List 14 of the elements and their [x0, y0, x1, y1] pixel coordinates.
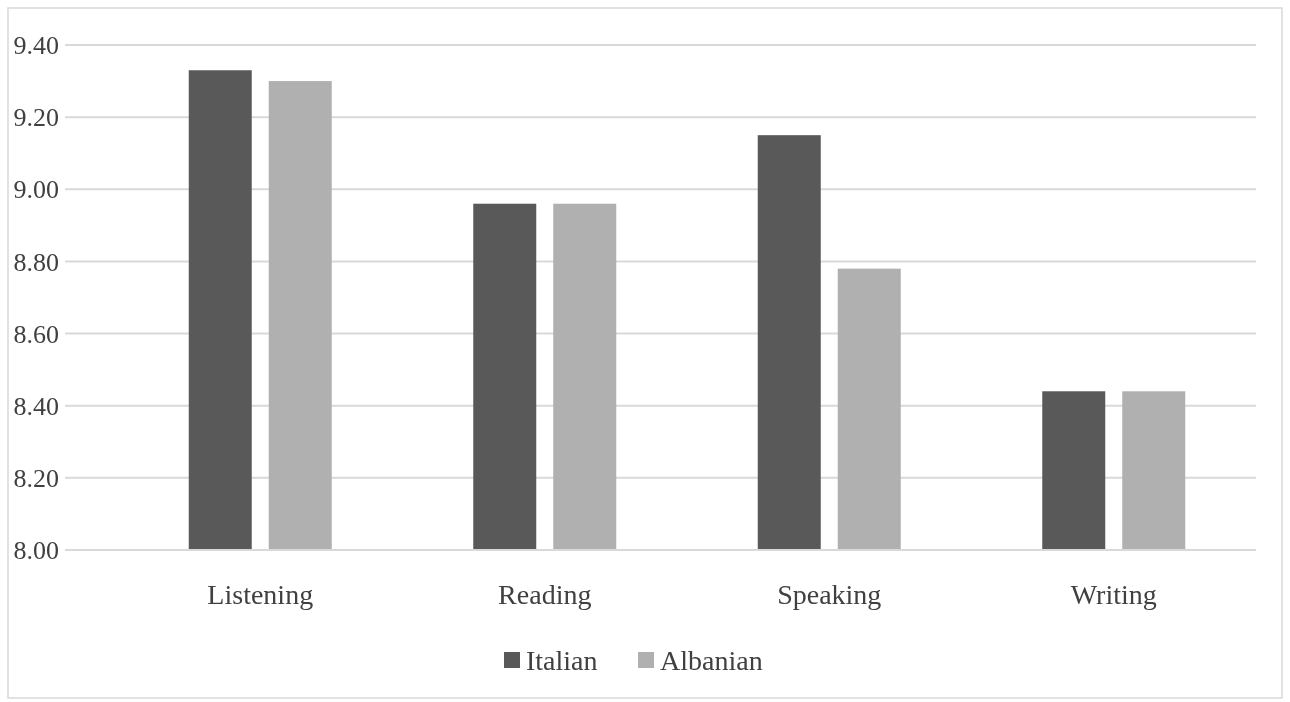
x-tick-label: Listening: [207, 579, 314, 610]
legend-label: Albanian: [660, 644, 763, 676]
y-tick-label: 9.40: [13, 31, 59, 61]
y-tick-label: 8.40: [13, 391, 59, 421]
x-tick-label: Reading: [498, 579, 592, 610]
y-tick-label: 8.20: [13, 463, 59, 493]
y-tick-label: 9.00: [13, 175, 59, 205]
y-tick-label: 9.20: [13, 103, 59, 133]
x-tick-label: Speaking: [777, 579, 882, 610]
y-tick-label: 8.80: [13, 247, 59, 277]
x-tick-label: Writing: [1070, 579, 1157, 610]
y-tick-label: 8.00: [13, 536, 59, 566]
y-tick-label: 8.60: [13, 319, 59, 349]
legend-label: Italian: [526, 644, 598, 676]
